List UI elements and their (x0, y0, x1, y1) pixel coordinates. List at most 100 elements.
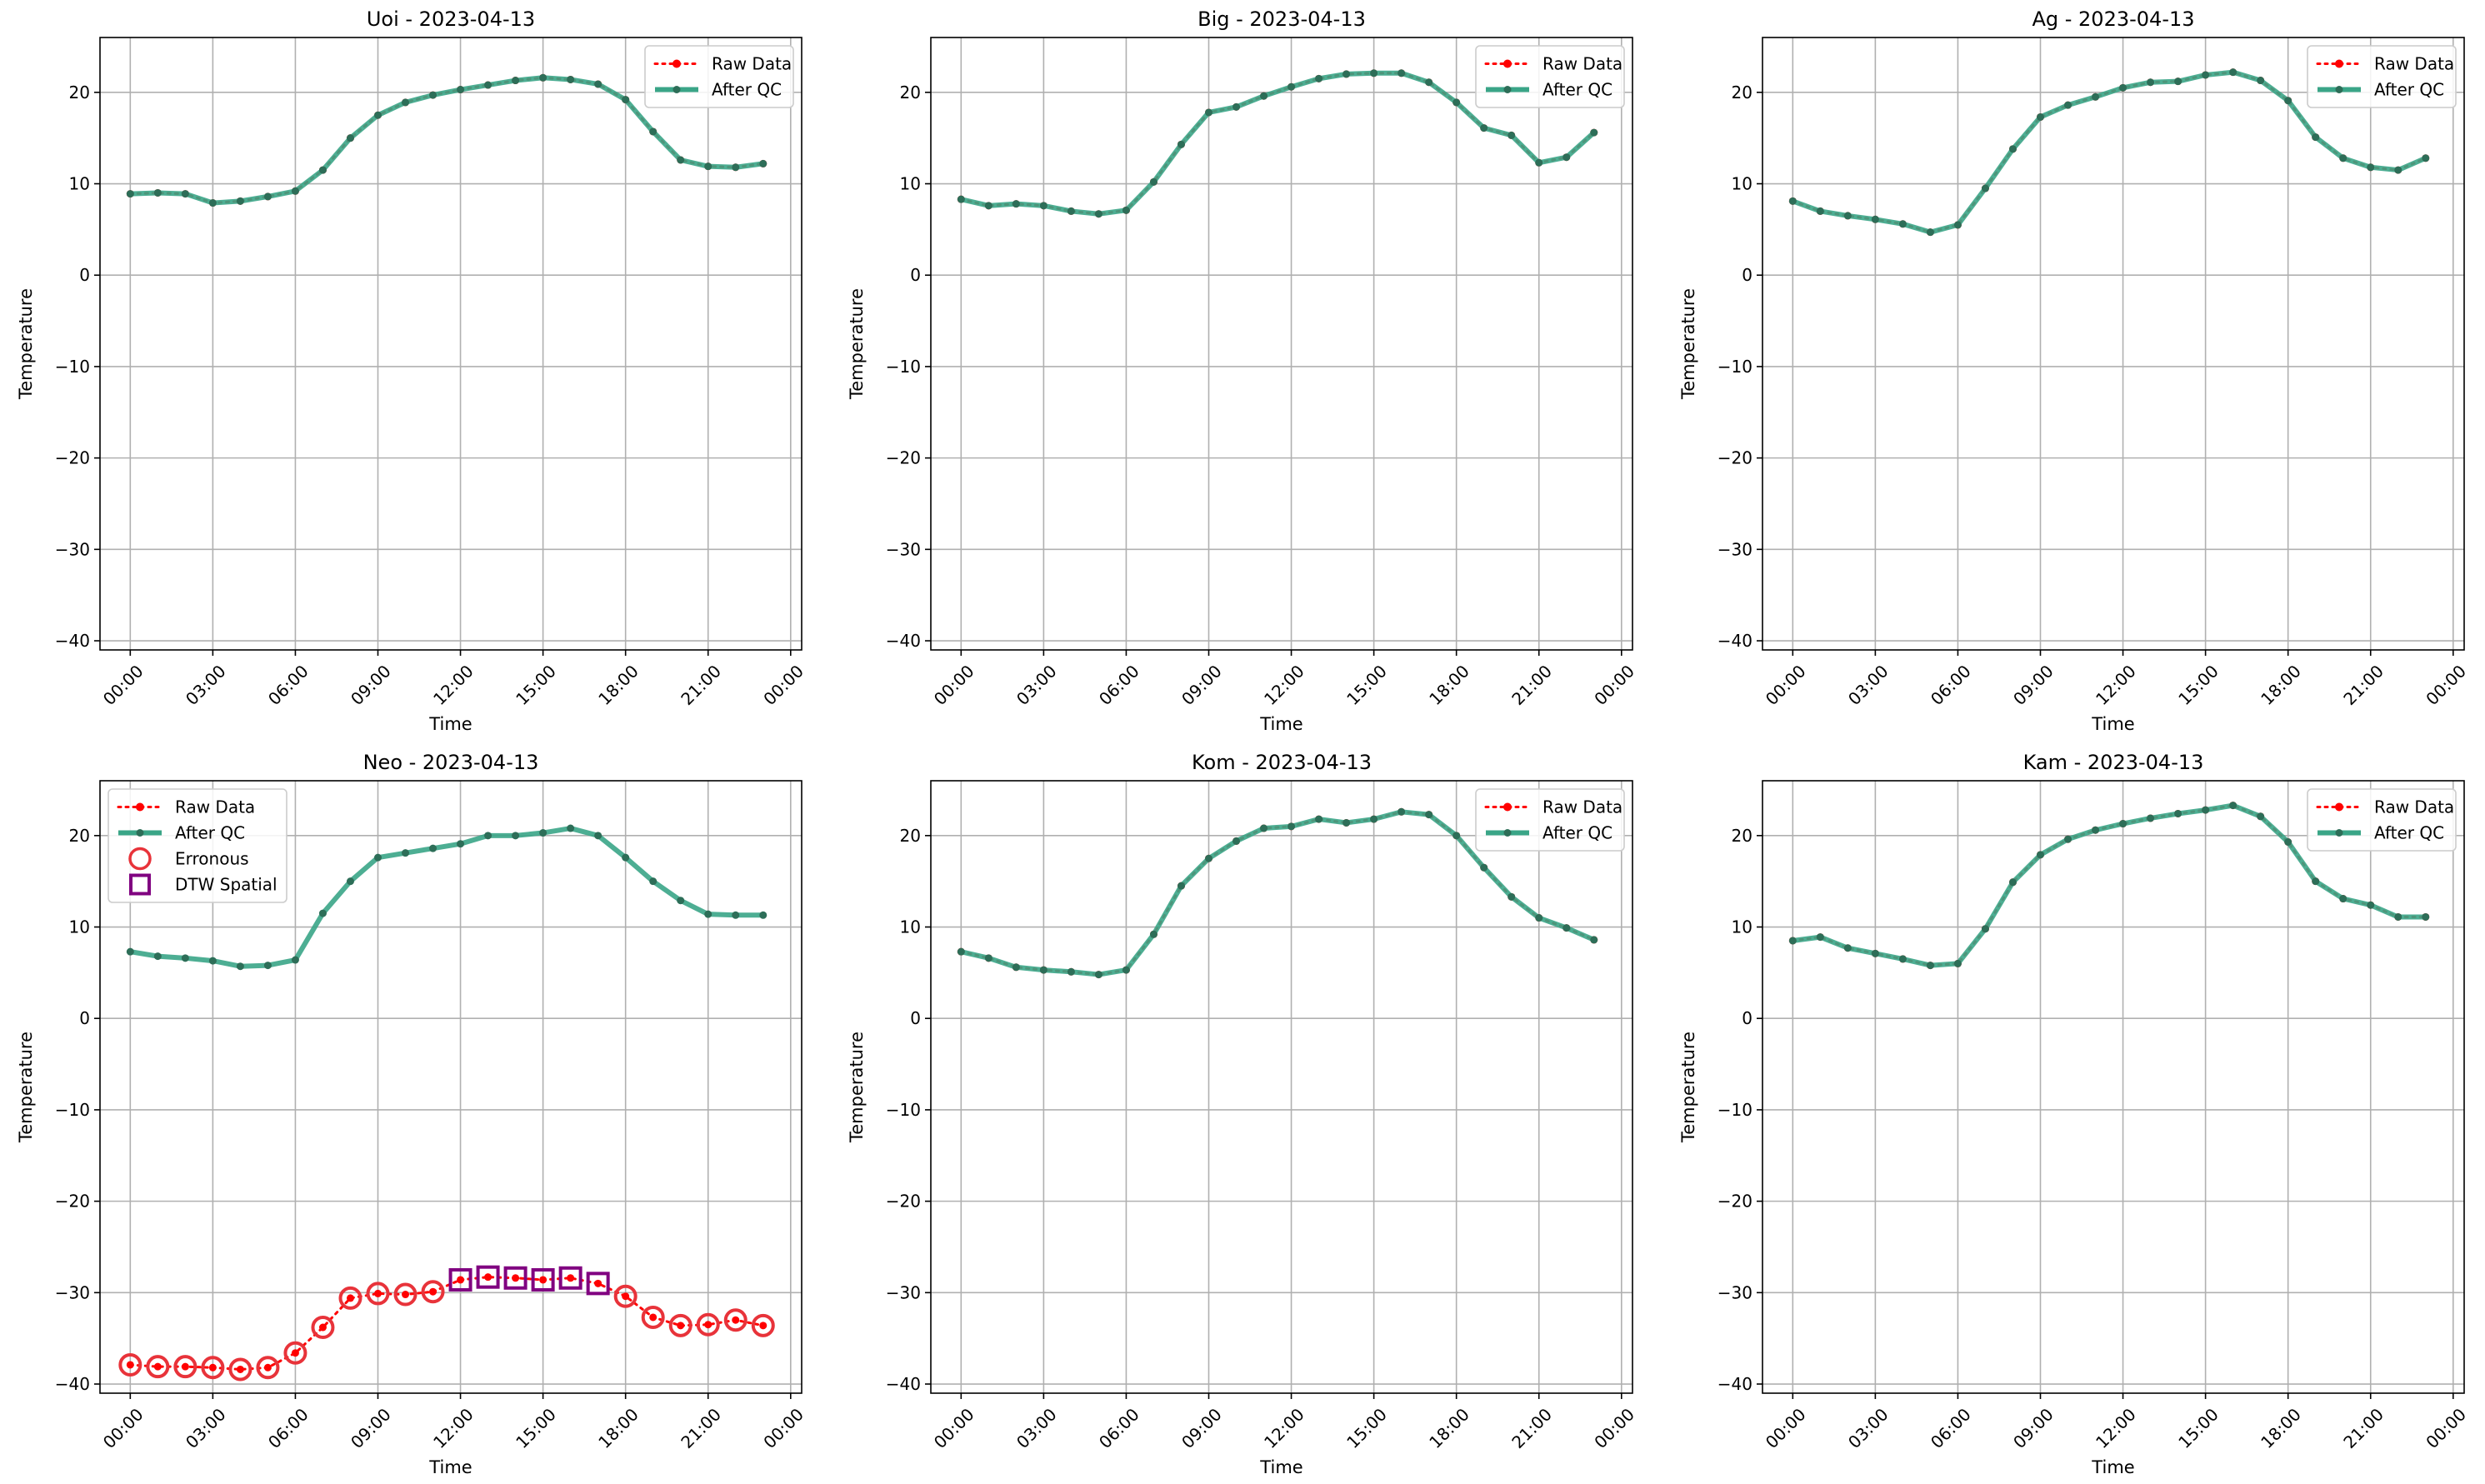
after-qc-point (318, 166, 327, 174)
dtw-spatial-marker (558, 1266, 582, 1290)
after-qc-point (373, 111, 382, 119)
after-qc-point (126, 947, 134, 956)
after-qc-point (1535, 914, 1543, 922)
after-qc-point (2064, 101, 2072, 109)
erronous-marker (283, 1341, 308, 1365)
y-tick-label: 20 (69, 826, 90, 846)
after-qc-point (677, 156, 685, 164)
erronous-marker (228, 1357, 252, 1382)
after-qc-point (181, 954, 189, 962)
after-qc-point (649, 127, 658, 136)
x-tick-label: 03:00 (1844, 1404, 1892, 1452)
legend-label: Erronous (175, 849, 249, 869)
after-qc-point (2092, 92, 2100, 101)
after-qc-point (1204, 108, 1212, 117)
chart-title: Big - 2023-04-13 (1198, 7, 1366, 31)
legend-qc-marker (2335, 829, 2343, 837)
x-tick-label: 21:00 (677, 661, 725, 709)
after-qc-point (1012, 200, 1020, 208)
x-tick-label: 03:00 (1012, 1404, 1061, 1452)
after-qc-point (622, 96, 630, 104)
erronous-marker (641, 1305, 665, 1329)
legend-label: Raw Data (712, 54, 792, 74)
y-tick-label: −40 (886, 1374, 921, 1394)
raw-data-point (429, 1287, 438, 1296)
x-tick-label: 00:00 (1590, 1404, 1638, 1452)
chart-panel: 20 10 0 −10 −20 −30 −40 00:00 03:00 06:00 09:00 12:… (1678, 751, 2470, 1477)
after-qc-point (1067, 207, 1075, 215)
x-tick-label: 12:00 (429, 661, 478, 709)
after-qc-point (484, 832, 492, 840)
chart-title: Kam - 2023-04-13 (2023, 751, 2204, 774)
x-tick-label: 00:00 (2422, 1404, 2470, 1452)
raw-data-point (181, 1362, 189, 1371)
y-tick-label: 20 (900, 826, 921, 846)
after-qc-point (2229, 68, 2238, 77)
erronous-marker (393, 1282, 418, 1307)
y-tick-label: 0 (79, 265, 90, 285)
after-qc-point (429, 91, 438, 99)
x-tick-label: 03:00 (1844, 661, 1892, 709)
after-qc-point (759, 159, 768, 167)
legend-label: After QC (1542, 823, 1612, 843)
erronous-marker (146, 1355, 170, 1379)
x-tick-label: 18:00 (1425, 1404, 1473, 1452)
after-qc-point (1590, 128, 1598, 137)
x-tick-label: 21:00 (1508, 1404, 1556, 1452)
legend-label: After QC (2374, 80, 2444, 100)
x-tick-label: 09:00 (1178, 1404, 1226, 1452)
x-tick-label: 15:00 (2174, 661, 2222, 709)
after-qc-point (263, 192, 272, 201)
after-qc-point (2339, 154, 2348, 162)
y-tick-label: −40 (1718, 1374, 1752, 1394)
raw-data-point (457, 1276, 465, 1284)
after-qc-point (2147, 78, 2155, 87)
y-tick-label: −10 (1718, 357, 1752, 377)
legend-label: Raw Data (1542, 797, 1622, 817)
chart-title: Kom - 2023-04-13 (1192, 751, 1372, 774)
after-qc-point (1149, 177, 1158, 186)
legend-label: After QC (712, 80, 782, 100)
erronous-marker (311, 1316, 335, 1340)
chart-panel: 20 10 0 −10 −20 −30 −40 00:00 03:00 06:00 09:00 12:… (16, 7, 808, 734)
x-tick-label: 00:00 (99, 661, 148, 709)
after-qc-point (1562, 924, 1571, 932)
legend-label: DTW Spatial (175, 875, 278, 895)
raw-data-point (732, 1316, 740, 1324)
x-tick-label: 03:00 (182, 661, 230, 709)
y-tick-label: −30 (55, 1282, 90, 1302)
x-tick-label: 21:00 (2339, 1404, 2388, 1452)
y-tick-label: −40 (55, 631, 90, 651)
after-qc-point (1122, 206, 1130, 214)
raw-data-point (704, 1321, 712, 1329)
legend-raw-marker (1503, 59, 1512, 68)
after-qc-point (1425, 811, 1433, 819)
raw-data-point (126, 1361, 134, 1369)
erronous-marker (256, 1356, 280, 1380)
raw-data-point (291, 1349, 299, 1357)
after-qc-point (2147, 814, 2155, 822)
legend-qc-marker (1503, 86, 1512, 93)
y-tick-label: 0 (79, 1008, 90, 1028)
y-axis-label: Temperature (16, 288, 36, 400)
legend-qc-marker (672, 86, 681, 93)
after-qc-point (594, 80, 602, 88)
after-qc-point (2008, 878, 2017, 887)
y-tick-label: 20 (1732, 826, 1752, 846)
after-qc-point (2036, 851, 2044, 859)
raw-data-point (484, 1273, 492, 1282)
axes-frame (99, 780, 802, 1394)
after-qc-point (2119, 820, 2128, 828)
x-axis-label: Time (428, 1457, 472, 1477)
x-tick-label: 18:00 (2257, 1404, 2305, 1452)
y-tick-label: 20 (69, 82, 90, 102)
erronous-marker (338, 1286, 362, 1310)
x-tick-label: 18:00 (2257, 661, 2305, 709)
y-axis-label: Temperature (1678, 1032, 1698, 1143)
x-tick-label: 15:00 (2174, 1404, 2222, 1452)
axes-frame (1762, 37, 2465, 651)
y-tick-label: 10 (1732, 174, 1752, 194)
after-qc-point (1288, 82, 1296, 91)
after-qc-point (1480, 124, 1488, 132)
chart-title: Ag - 2023-04-13 (2032, 7, 2194, 31)
